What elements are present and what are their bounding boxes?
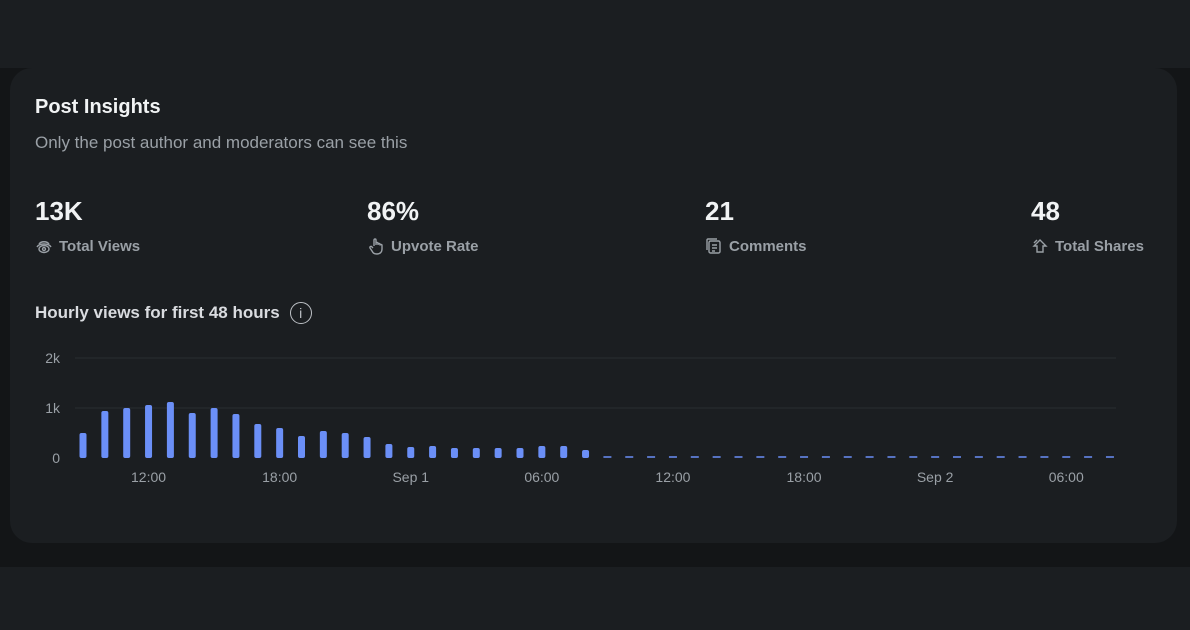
share-arrow-icon <box>1032 239 1048 253</box>
stat-total-shares: 48 Total Shares <box>1031 196 1144 255</box>
x-tick-label: 06:00 <box>1049 469 1084 485</box>
hand-pointer-icon <box>369 238 383 255</box>
post-insights-card: Post Insights Only the post author and m… <box>10 68 1177 543</box>
x-tick-label: 06:00 <box>524 469 559 485</box>
bar[interactable] <box>341 433 349 458</box>
bar[interactable] <box>145 405 153 458</box>
bar[interactable] <box>210 408 218 458</box>
y-tick-label: 0 <box>52 450 60 466</box>
bar[interactable] <box>582 450 590 458</box>
bar[interactable] <box>450 448 458 458</box>
bar[interactable] <box>385 444 393 458</box>
bar[interactable] <box>538 446 546 458</box>
y-tick-label: 2k <box>45 350 61 366</box>
bar[interactable] <box>363 437 371 458</box>
bar[interactable] <box>232 414 240 458</box>
chart-title-text: Hourly views for first 48 hours <box>35 303 280 322</box>
chart-title: Hourly views for first 48 hours i <box>35 302 312 324</box>
eye-icon <box>36 241 52 254</box>
bar[interactable] <box>188 413 196 458</box>
stat-label: Upvote Rate <box>391 237 479 255</box>
x-tick-label: 12:00 <box>131 469 166 485</box>
stat-comments: 21 Comments <box>705 196 807 255</box>
bar[interactable] <box>166 402 174 458</box>
bar[interactable] <box>560 446 568 458</box>
info-icon[interactable]: i <box>289 302 312 324</box>
stat-value: 13K <box>35 196 83 226</box>
card-subtitle: Only the post author and moderators can … <box>35 133 408 152</box>
bar[interactable] <box>407 447 415 458</box>
x-tick-label: Sep 1 <box>392 469 429 485</box>
bar[interactable] <box>516 448 524 458</box>
stat-total-views: 13K Total Views <box>35 196 140 255</box>
x-tick-label: Sep 2 <box>917 469 954 485</box>
stat-value: 21 <box>705 196 734 226</box>
bar[interactable] <box>319 431 327 458</box>
x-tick-label: 18:00 <box>262 469 297 485</box>
bar[interactable] <box>101 411 109 458</box>
hourly-views-chart: 0 1k 2k 12:00 18:00 Sep 1 06:00 12:00 18:00 Sep 2… <box>45 350 1116 485</box>
x-tick-label: 18:00 <box>787 469 822 485</box>
bar[interactable] <box>429 446 437 458</box>
x-tick-label: 12:00 <box>655 469 690 485</box>
stat-upvote-rate: 86% Upvote Rate <box>367 196 479 255</box>
stat-value: 86% <box>367 196 420 226</box>
stat-label: Total Views <box>59 237 141 255</box>
bar[interactable] <box>472 448 480 458</box>
bar[interactable] <box>123 408 131 458</box>
stat-label: Comments <box>729 237 807 255</box>
bar[interactable] <box>276 428 284 458</box>
y-tick-label: 1k <box>45 400 61 416</box>
bar[interactable] <box>79 433 87 458</box>
card-title: Post Insights <box>35 96 161 118</box>
comments-icon <box>706 238 721 254</box>
stat-value: 48 <box>1031 196 1060 226</box>
bar[interactable] <box>494 448 502 458</box>
stat-label: Total Shares <box>1055 237 1144 255</box>
bar[interactable] <box>298 436 305 458</box>
bar[interactable] <box>254 424 262 458</box>
